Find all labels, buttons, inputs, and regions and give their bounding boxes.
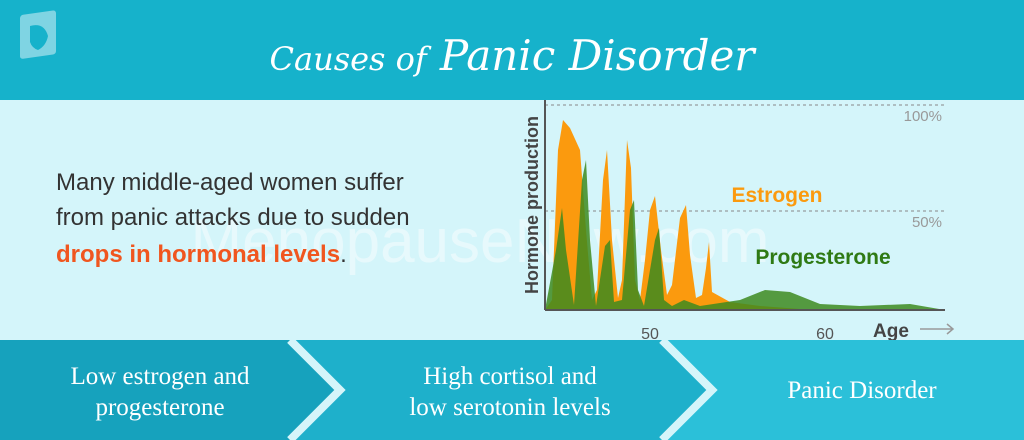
x-tick-label: 50 — [641, 326, 659, 343]
intro-highlight: drops in hormonal levels — [56, 241, 340, 268]
step-label: High cortisol and — [423, 363, 597, 390]
title-prefix: Causes of — [270, 40, 432, 78]
progesterone-area — [545, 160, 945, 310]
series-label: Progesterone — [755, 246, 890, 269]
title-main: Panic Disorder — [439, 31, 758, 80]
step-shape — [0, 340, 340, 440]
y-axis-label: Hormone production — [522, 116, 542, 294]
header-band — [0, 0, 1024, 100]
reference-label: 50% — [912, 214, 942, 231]
reference-label: 100% — [904, 108, 942, 125]
step-label: Panic Disorder — [787, 377, 937, 404]
step-label: progesterone — [95, 394, 224, 421]
body-band — [0, 100, 1024, 340]
steps: Low estrogen and progesterone High corti… — [0, 337, 1024, 440]
hormone-chart: 100% 50% Estrogen Progesterone 50 60 Age… — [522, 100, 955, 343]
intro-line: from panic attacks due to sudden — [56, 204, 410, 231]
estrogen-area — [545, 120, 945, 310]
series-label: Estrogen — [731, 184, 822, 207]
intro-end: . — [340, 241, 347, 268]
x-axis-label: Age — [873, 321, 909, 342]
step-arrow — [287, 337, 346, 440]
step-label: Low estrogen and — [70, 363, 250, 390]
intro-line: drops in hormonal levels. — [56, 241, 347, 268]
x-tick-label: 60 — [816, 326, 834, 343]
title: Causes of Panic Disorder — [270, 31, 758, 80]
step-label: low serotonin levels — [409, 394, 610, 421]
logo — [20, 10, 56, 59]
intro-line: Many middle-aged women suffer — [56, 169, 404, 196]
axis-arrow — [920, 323, 955, 335]
step-arrow — [659, 337, 718, 440]
watermark: MenopauseNow.com — [191, 207, 770, 276]
